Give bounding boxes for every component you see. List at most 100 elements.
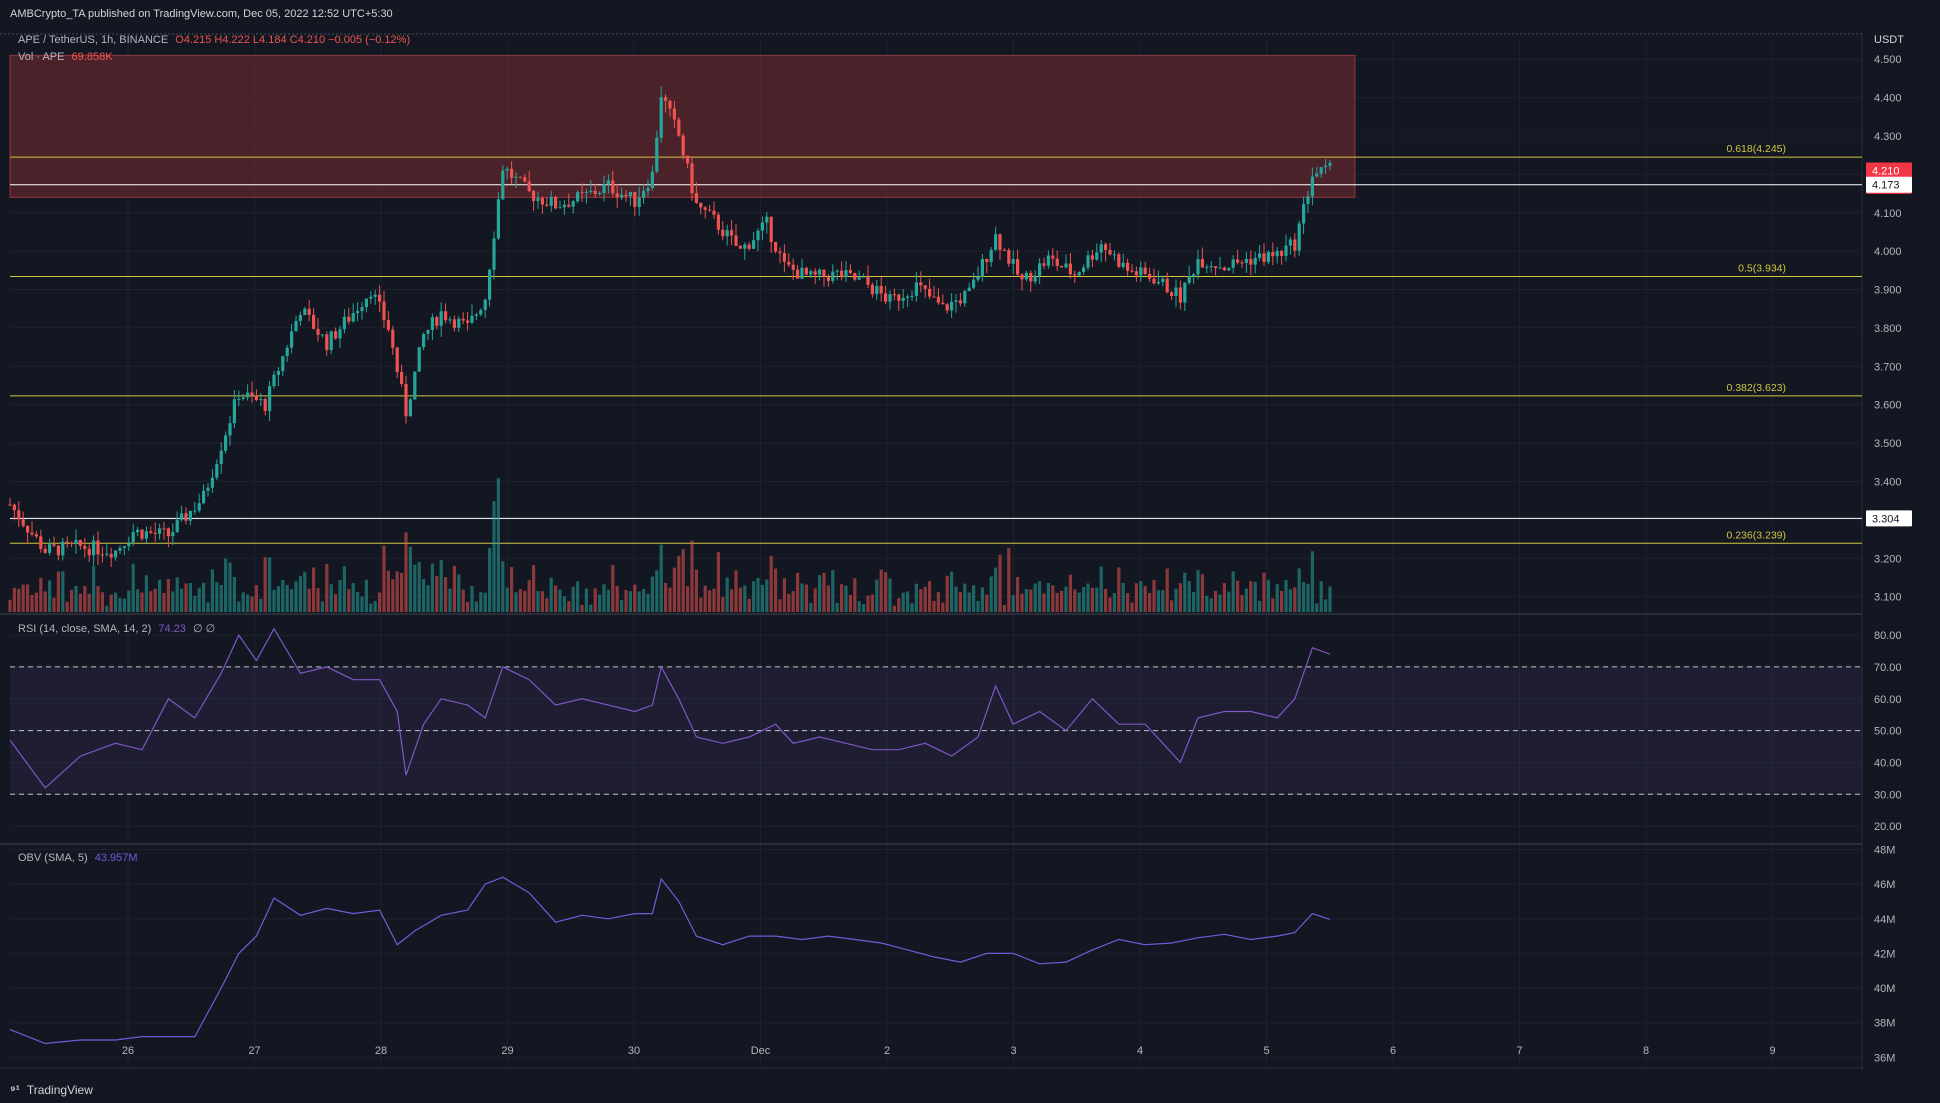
- candle-body: [30, 532, 34, 535]
- candle-body: [215, 464, 219, 478]
- volume-bar: [461, 589, 465, 612]
- volume-bar: [1134, 583, 1138, 612]
- volume-bar: [1209, 598, 1213, 612]
- volume-bar: [180, 588, 184, 612]
- candle-body: [48, 544, 52, 553]
- candle-body: [206, 487, 210, 491]
- volume-bar: [1165, 568, 1169, 612]
- candle-body: [910, 295, 914, 297]
- volume-bar: [752, 581, 756, 612]
- candle-body: [826, 276, 830, 281]
- candle-body: [690, 163, 694, 194]
- volume-bar: [1077, 592, 1081, 612]
- candle-body: [884, 293, 888, 302]
- volume-bar: [1196, 570, 1200, 612]
- candle-body: [1112, 254, 1116, 256]
- candle-body: [219, 450, 223, 465]
- volume-bar: [268, 557, 272, 612]
- fib-level-label: 0.5(3.934): [1738, 262, 1786, 274]
- candle-body: [633, 192, 637, 208]
- volume-bar: [818, 575, 822, 612]
- candle-body: [576, 192, 580, 202]
- candle-body: [1126, 262, 1130, 271]
- candle-body: [105, 553, 109, 555]
- volume-bar: [606, 589, 610, 612]
- volume-bar: [1060, 590, 1064, 612]
- candle-body: [888, 294, 892, 302]
- volume-bar: [26, 584, 30, 612]
- volume-bar: [514, 592, 518, 612]
- candle-body: [1288, 239, 1292, 246]
- obv-line: [9, 876, 1331, 1045]
- volume-bar: [576, 581, 580, 612]
- volume-bar: [334, 594, 338, 612]
- rsi-band-fill: [10, 666, 1862, 795]
- volume-bar: [562, 596, 566, 612]
- volume-bar: [12, 587, 16, 612]
- candle-body: [369, 296, 373, 299]
- volume-bar: [958, 591, 962, 612]
- candle-body: [1192, 274, 1196, 277]
- volume-bar: [1143, 585, 1147, 612]
- candle-body: [875, 285, 879, 295]
- candle-body: [637, 197, 641, 208]
- rsi-axis-label: 20.00: [1874, 821, 1902, 833]
- candle-body: [923, 285, 927, 289]
- candle-body: [655, 137, 659, 172]
- tradingview-logo[interactable]: ⁹¹ TradingView: [10, 1083, 93, 1097]
- candle-body: [1183, 282, 1187, 303]
- candle-body: [149, 531, 153, 533]
- candle-body: [439, 311, 443, 326]
- candle-body: [536, 197, 540, 202]
- volume-bar: [989, 576, 993, 612]
- candle-body: [1161, 278, 1165, 282]
- candle-body: [435, 317, 439, 326]
- price-tag-label: 4.173: [1872, 180, 1900, 192]
- candle-body: [650, 171, 654, 189]
- candle-body: [338, 329, 342, 339]
- candle-body: [1064, 263, 1068, 268]
- candle-body: [272, 374, 276, 387]
- volume-bar: [1042, 593, 1046, 612]
- volume-bar: [1117, 567, 1121, 612]
- volume-bar: [540, 591, 544, 612]
- obv-axis-label: 46M: [1874, 879, 1895, 891]
- rsi-value: 74.23: [158, 623, 186, 635]
- date-axis-label: 3: [1010, 1045, 1016, 1057]
- volume-bar: [378, 592, 382, 612]
- volume-bar: [228, 562, 232, 612]
- candle-body: [184, 513, 188, 521]
- candle-body: [1165, 278, 1169, 293]
- candle-body: [417, 347, 421, 372]
- volume-bar: [386, 570, 390, 612]
- rsi-line: [9, 627, 1331, 789]
- candle-body: [589, 190, 593, 192]
- volume-bar: [1170, 600, 1174, 612]
- volume-bar: [809, 603, 813, 612]
- candle-body: [1042, 263, 1046, 266]
- candle-body: [1280, 251, 1284, 256]
- candle-body: [897, 294, 901, 301]
- candle-body: [800, 267, 804, 279]
- volume-bar: [734, 570, 738, 612]
- tradingview-brand: TradingView: [26, 1083, 93, 1097]
- volume-bar: [558, 589, 562, 612]
- volume-bar: [1020, 593, 1024, 612]
- candle-body: [505, 168, 509, 171]
- volume-bar: [360, 596, 364, 612]
- candle-body: [840, 270, 844, 278]
- candle-body: [83, 545, 87, 549]
- volume-bar: [298, 575, 302, 612]
- candle-body: [668, 100, 672, 109]
- candle-body: [932, 296, 936, 298]
- volume-bar: [936, 592, 940, 612]
- volume-bar: [466, 601, 470, 612]
- candle-body: [342, 316, 346, 330]
- volume-bar: [224, 558, 228, 612]
- volume-bar: [681, 549, 685, 612]
- volume-bar: [175, 577, 179, 612]
- candle-body: [1262, 253, 1266, 262]
- volume-bar: [738, 587, 742, 612]
- volume-bar: [1262, 572, 1266, 612]
